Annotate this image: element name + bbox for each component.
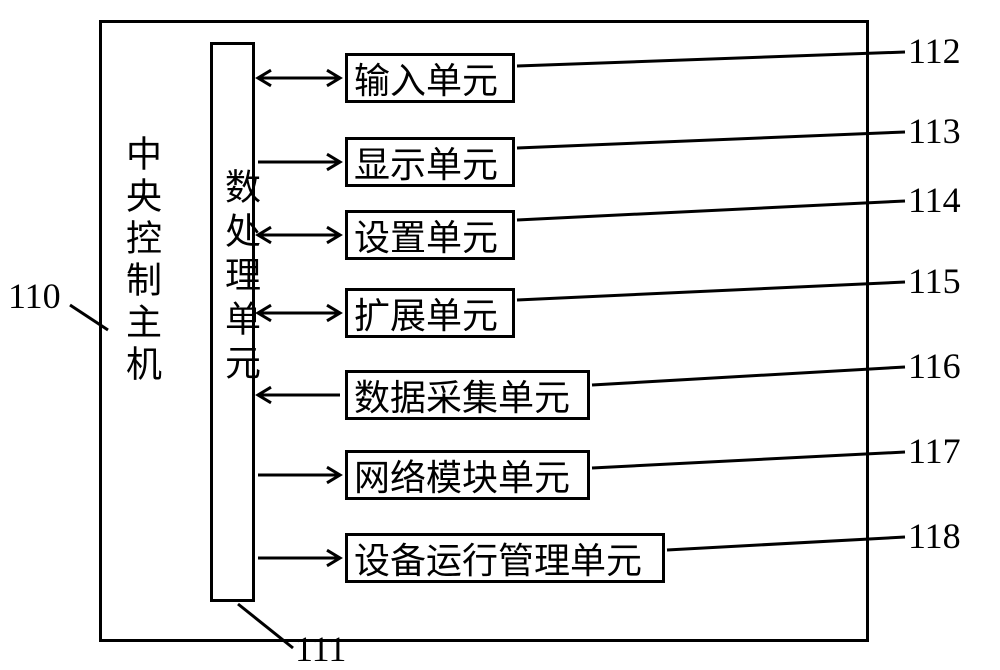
ref-115: 115 (908, 260, 961, 302)
unit-box-4: 扩展单元 (345, 288, 515, 338)
unit-box-1: 输入单元 (345, 53, 515, 103)
unit-box-3: 设置单元 (345, 210, 515, 260)
ref-110: 110 (8, 275, 61, 317)
ref-114: 114 (908, 179, 961, 221)
diagram-canvas: 中央控制主机 110 数处理单元 111 输入单元 112 显示单元 113 设置单元 1… (0, 0, 1000, 670)
ref-111: 111 (295, 628, 346, 670)
main-host-label: 中央控制主机 (115, 135, 167, 387)
ref-112: 112 (908, 30, 961, 72)
unit-box-7: 设备运行管理单元 (345, 533, 665, 583)
unit-box-6: 网络模块单元 (345, 450, 590, 500)
ref-118: 118 (908, 515, 961, 557)
ref-113: 113 (908, 110, 961, 152)
ref-116: 116 (908, 345, 961, 387)
processor-label: 数处理单元 (214, 168, 266, 388)
unit-box-5: 数据采集单元 (345, 370, 590, 420)
ref-117: 117 (908, 430, 961, 472)
unit-box-2: 显示单元 (345, 137, 515, 187)
